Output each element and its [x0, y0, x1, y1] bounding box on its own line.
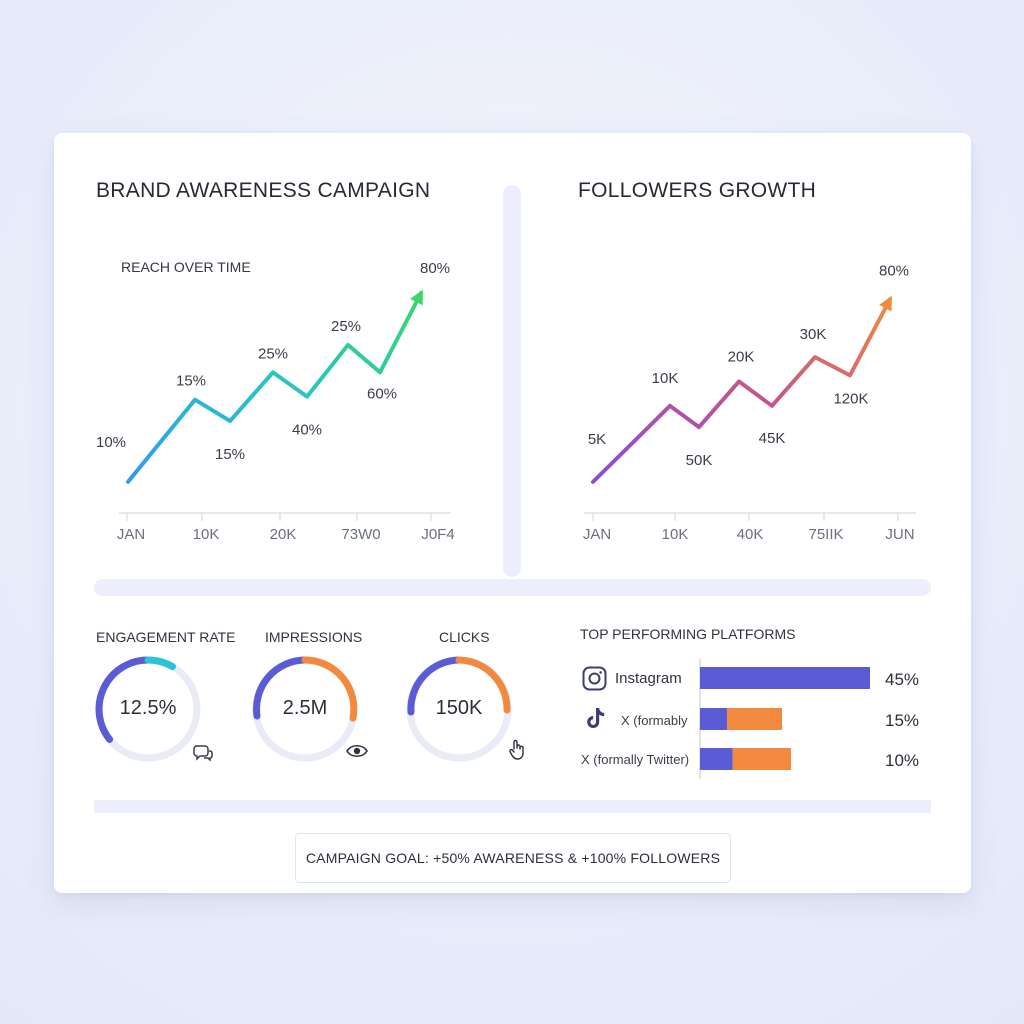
platform-bar — [700, 748, 733, 770]
platform-bar — [700, 708, 728, 730]
campaign-goal-text: CAMPAIGN GOAL: +50% AWARENESS & +100% FO… — [305, 850, 721, 866]
data-point — [346, 343, 350, 347]
x-tick-label: 73W0 — [341, 526, 380, 543]
data-label: 10% — [96, 434, 126, 451]
data-label: 15% — [176, 373, 206, 390]
chat-bubbles-icon — [192, 743, 214, 768]
x-tick-label: 20K — [270, 526, 297, 543]
data-label: 20K — [728, 348, 755, 365]
engagement-rate-title: ENGAGEMENT RATE — [96, 629, 236, 645]
data-label: 40% — [292, 422, 322, 439]
x-tick-label: 75IIK — [808, 526, 843, 543]
data-label: 10K — [652, 370, 679, 387]
panel-divider-vertical — [503, 185, 521, 577]
x-tick-label: JAN — [117, 526, 145, 543]
data-point — [228, 419, 232, 423]
platform-bar-secondary — [727, 708, 782, 730]
clicks-metric: CLICKS — [439, 629, 579, 645]
data-label: 25% — [331, 318, 361, 335]
impressions-value: 2.5M — [282, 697, 328, 719]
data-point — [193, 398, 197, 402]
data-point — [271, 370, 275, 374]
data-point — [888, 297, 892, 301]
series-arrowhead — [410, 289, 423, 306]
impressions-gauge: 2.5M — [251, 654, 359, 764]
reach-over-time-chart: JAN 10K 20K 73W0 J0F4 10% 15% 15% 25% 40% 25% 60% 80… — [96, 260, 455, 543]
platform-name-instagram: Instagram — [615, 670, 682, 687]
platform-name-x-formably: X (formably — [621, 713, 688, 728]
platforms-bar-chart — [699, 659, 870, 779]
data-label: 60% — [367, 385, 397, 402]
data-label: 25% — [258, 345, 288, 362]
data-point — [737, 379, 741, 383]
data-point — [813, 355, 817, 359]
series-arrowhead — [879, 295, 892, 312]
data-point — [126, 480, 130, 484]
platform-bar-secondary — [732, 748, 791, 770]
data-label: 120K — [833, 390, 868, 407]
data-point — [770, 404, 774, 408]
engagement-gauge: 12.5% — [94, 654, 202, 764]
data-point — [668, 404, 672, 408]
impressions-title: IMPRESSIONS — [265, 629, 363, 645]
x-tick-label: JUN — [885, 526, 914, 543]
clicks-gauge: 150K — [405, 654, 513, 764]
instagram-icon — [582, 666, 607, 696]
engagement-rate-value: 12.5% — [119, 697, 177, 719]
followers-growth-title: FOLLOWERS GROWTH — [578, 179, 817, 202]
platform-pct-x-twitter: 10% — [885, 751, 920, 770]
section-divider — [94, 579, 931, 596]
clicks-value: 150K — [435, 697, 483, 719]
clicks-title: CLICKS — [439, 629, 490, 645]
followers-growth-chart: JAN 10K 40K 75IIK JUN 5K 10K 50K 20K 45K 30K 120K 80… — [583, 262, 916, 543]
data-label: 5K — [588, 431, 606, 448]
platform-name-x-twitter: X (formally Twitter) — [581, 752, 690, 767]
pointer-hand-icon — [508, 739, 526, 766]
data-label: 80% — [879, 262, 909, 279]
data-point — [419, 291, 423, 295]
dashboard-card: BRAND AWARENESS CAMPAIGN REACH OVER TIME… — [54, 133, 971, 893]
data-point — [305, 395, 309, 399]
x-tick-label: JAN — [583, 526, 611, 543]
x-tick-label: J0F4 — [421, 526, 454, 543]
series-line — [126, 291, 423, 484]
data-label: 15% — [215, 446, 245, 463]
x-tick-label: 10K — [662, 526, 689, 543]
impressions-metric: IMPRESSIONS — [265, 629, 405, 645]
data-label: 45K — [759, 430, 786, 447]
campaign-goal-box: CAMPAIGN GOAL: +50% AWARENESS & +100% FO… — [295, 833, 731, 883]
tiktok-icon — [584, 706, 606, 735]
x-tick-label: 40K — [737, 526, 764, 543]
data-point — [591, 480, 595, 484]
platform-bar — [700, 667, 870, 689]
eye-icon — [346, 743, 368, 764]
reach-chart-subtitle: REACH OVER TIME — [121, 259, 251, 275]
brand-campaign-title: BRAND AWARENESS CAMPAIGN — [96, 179, 431, 202]
data-label: 80% — [420, 260, 450, 277]
data-label: 50K — [686, 452, 713, 469]
platform-pct-instagram: 45% — [885, 670, 920, 689]
footer-divider — [94, 800, 931, 813]
data-point — [697, 425, 701, 429]
series-line — [591, 297, 892, 484]
x-tick-label: 10K — [193, 526, 220, 543]
data-label: 30K — [800, 326, 827, 343]
engagement-rate-metric: ENGAGEMENT RATE — [96, 629, 236, 645]
platforms-title: TOP PERFORMING PLATFORMS — [580, 626, 796, 642]
platform-pct-x-formably: 15% — [885, 711, 920, 730]
data-point — [378, 370, 382, 374]
data-point — [848, 373, 852, 377]
